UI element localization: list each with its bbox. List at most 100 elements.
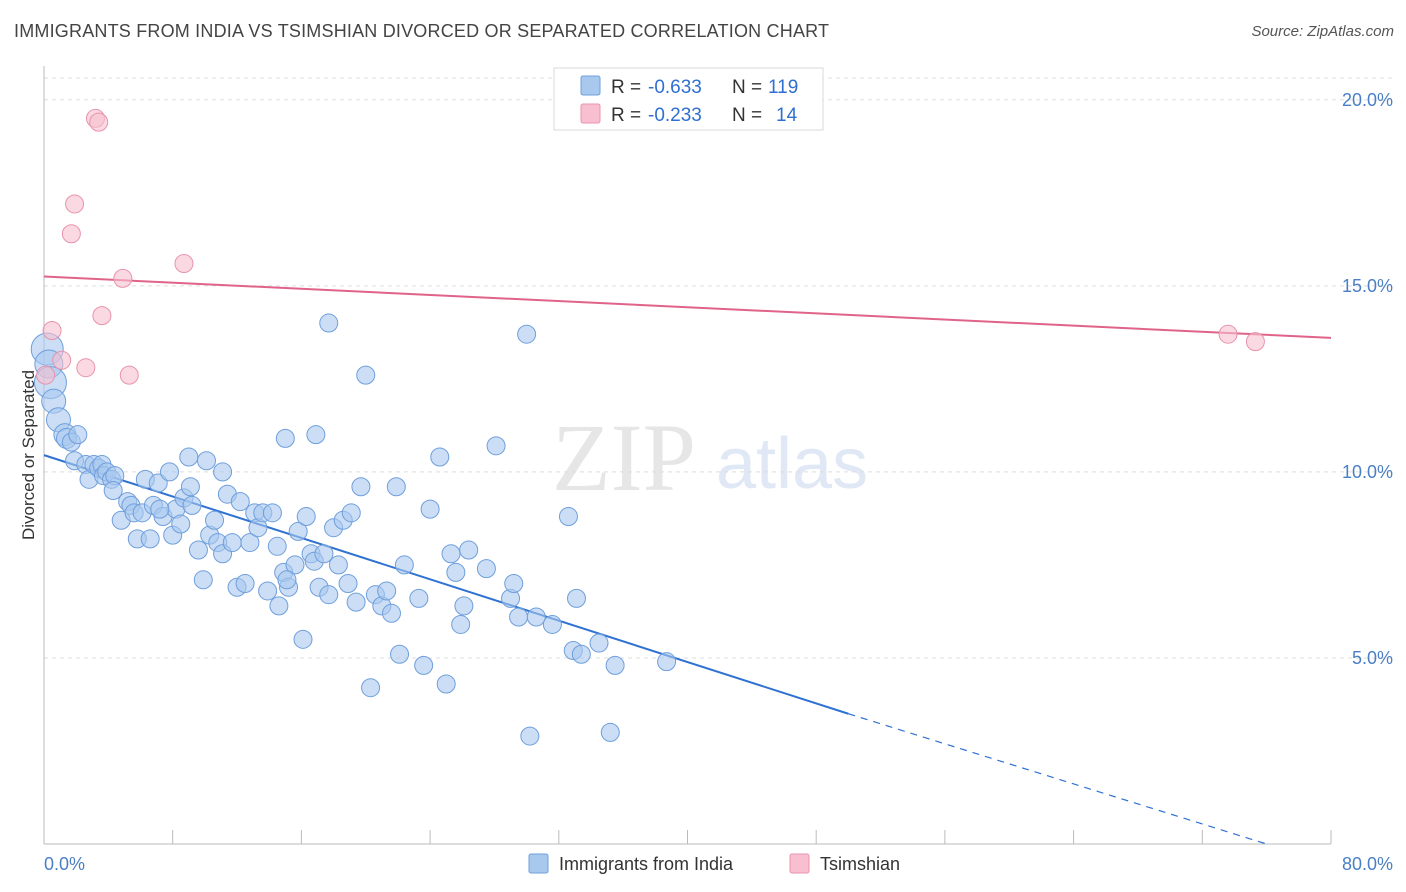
point-tsimshian: [76, 358, 96, 378]
point-india: [275, 428, 295, 448]
point-india: [346, 592, 366, 612]
point-india: [171, 514, 191, 534]
legend-r-value-india: -0.633: [648, 77, 702, 98]
point-india: [441, 544, 461, 564]
point-india: [657, 652, 677, 672]
watermark-zip: ZIP: [552, 404, 696, 511]
point-india: [476, 559, 496, 579]
bottom-legend-swatch-india: [528, 853, 549, 874]
point-india: [269, 596, 289, 616]
y-axis-title: Divorced or Separated: [19, 370, 38, 540]
point-india: [293, 629, 313, 649]
point-tsimshian: [36, 365, 56, 385]
point-tsimshian: [65, 194, 85, 214]
legend-n-label-india: N =: [732, 77, 762, 98]
point-india: [140, 529, 160, 549]
axes: [43, 66, 1332, 845]
y-tick-label: 5.0%: [1352, 648, 1393, 668]
point-tsimshian: [1218, 324, 1238, 344]
trend-lines: [43, 275, 1332, 845]
point-india: [196, 451, 216, 471]
point-india: [386, 477, 406, 497]
point-india: [328, 555, 348, 575]
point-india: [68, 425, 88, 445]
point-india: [377, 581, 397, 601]
point-india: [600, 722, 620, 742]
legend-n-label-tsimshian: N =: [732, 105, 762, 126]
point-india: [258, 581, 278, 601]
point-tsimshian: [113, 268, 133, 288]
point-india: [150, 499, 170, 519]
point-india: [566, 588, 586, 608]
point-india: [526, 607, 546, 627]
point-india: [451, 614, 471, 634]
legend-r-label-india: R =: [611, 77, 641, 98]
legend: R = -0.633 N = 119 R = -0.233 N = 14: [553, 67, 824, 131]
point-tsimshian: [61, 224, 81, 244]
point-india: [446, 562, 466, 582]
point-india: [240, 533, 260, 553]
data-points: [30, 108, 1265, 746]
x-tick-label-max: 80.0%: [1342, 854, 1393, 874]
watermark: ZIP atlas: [552, 404, 868, 511]
point-india: [180, 477, 200, 497]
bottom-legend-swatch-tsimshian: [789, 853, 810, 874]
point-india: [589, 633, 609, 653]
y-tick-label: 15.0%: [1342, 276, 1393, 296]
point-tsimshian: [119, 365, 139, 385]
point-india: [341, 503, 361, 523]
point-india: [390, 644, 410, 664]
point-india: [159, 462, 179, 482]
y-tick-label: 10.0%: [1342, 462, 1393, 482]
trend-line-india-extrapolated: [848, 713, 1267, 845]
point-india: [542, 614, 562, 634]
y-tick-labels: 5.0% 10.0% 15.0% 20.0%: [1342, 90, 1393, 668]
point-india: [285, 555, 305, 575]
point-india: [267, 536, 287, 556]
legend-swatch-india: [580, 75, 601, 96]
point-india: [571, 644, 591, 664]
legend-n-value-tsimshian: 14: [776, 105, 798, 126]
y-tick-label: 20.0%: [1342, 90, 1393, 110]
point-india: [222, 533, 242, 553]
point-india: [486, 436, 506, 456]
point-india: [356, 365, 376, 385]
point-india: [459, 540, 479, 560]
point-india: [361, 678, 381, 698]
point-india: [262, 503, 282, 523]
point-india: [296, 507, 316, 527]
legend-r-label-tsimshian: R =: [611, 105, 641, 126]
point-india: [430, 447, 450, 467]
point-india: [319, 585, 339, 605]
point-india: [381, 603, 401, 623]
point-tsimshian: [42, 320, 62, 340]
point-india: [436, 674, 456, 694]
legend-swatch-tsimshian: [580, 103, 601, 124]
point-india: [235, 574, 255, 594]
point-india: [306, 425, 326, 445]
point-india: [394, 555, 414, 575]
chart-title: IMMIGRANTS FROM INDIA VS TSIMSHIAN DIVOR…: [14, 21, 830, 41]
x-tick-label-min: 0.0%: [44, 854, 85, 874]
point-tsimshian: [89, 112, 109, 132]
watermark-atlas: atlas: [716, 424, 868, 504]
point-india: [188, 540, 208, 560]
point-tsimshian: [174, 254, 194, 273]
point-india: [420, 499, 440, 519]
point-india: [558, 507, 578, 527]
point-india: [230, 492, 250, 512]
gridlines: [44, 77, 1392, 659]
point-tsimshian: [1245, 332, 1265, 352]
bottom-legend-label-tsimshian: Tsimshian: [820, 854, 900, 874]
point-india: [517, 324, 537, 344]
point-india: [414, 655, 434, 675]
point-india: [454, 596, 474, 616]
point-india: [193, 570, 213, 590]
point-india: [213, 462, 233, 482]
point-tsimshian: [92, 306, 112, 326]
point-tsimshian: [52, 350, 72, 370]
point-india: [605, 655, 625, 675]
bottom-legend: Immigrants from India Tsimshian: [528, 853, 900, 874]
point-india: [205, 510, 225, 530]
